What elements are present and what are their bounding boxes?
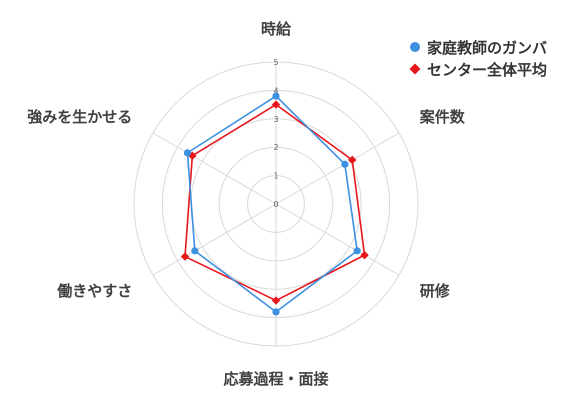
radial-tick-labels: 0 1 2 3 4 5 bbox=[273, 58, 278, 209]
data-point bbox=[348, 155, 357, 165]
data-point bbox=[183, 149, 192, 157]
series-1 bbox=[183, 92, 361, 316]
data-point bbox=[341, 160, 349, 168]
axis-label: 応募過程・面接 bbox=[223, 370, 328, 388]
data-point bbox=[191, 247, 199, 255]
series-2 bbox=[180, 100, 369, 305]
tick-label: 5 bbox=[273, 58, 278, 67]
axis-label: 案件数 bbox=[419, 108, 466, 126]
diamond-marker-icon bbox=[407, 62, 423, 76]
axis-label: 研修 bbox=[420, 282, 451, 300]
axis-label: 強みを生かせる bbox=[27, 108, 132, 126]
radar-grid bbox=[133, 61, 419, 347]
data-point bbox=[188, 151, 197, 160]
tick-label: 0 bbox=[273, 200, 278, 209]
data-point bbox=[180, 252, 190, 261]
legend-item-series-1: 家庭教師のガンバ bbox=[407, 36, 547, 58]
data-point bbox=[353, 247, 361, 255]
data-point bbox=[360, 250, 369, 260]
tick-label: 3 bbox=[273, 115, 278, 124]
data-point bbox=[272, 92, 280, 100]
data-point bbox=[271, 296, 281, 305]
data-point bbox=[272, 308, 280, 316]
axis-spoke bbox=[152, 132, 277, 205]
tick-label: 1 bbox=[273, 172, 278, 181]
axis-spoke bbox=[275, 132, 400, 205]
tick-label: 2 bbox=[273, 143, 278, 152]
tick-label: 4 bbox=[273, 86, 278, 95]
axis-spoke bbox=[275, 203, 400, 276]
axis-label: 働きやすさ bbox=[56, 282, 132, 300]
data-point bbox=[271, 100, 281, 109]
legend-label-series-1: 家庭教師のガンバ bbox=[427, 38, 548, 57]
series-layer bbox=[180, 92, 369, 316]
legend-item-series-2: センター全体平均 bbox=[407, 58, 547, 80]
legend-label-series-2: センター全体平均 bbox=[427, 60, 548, 79]
legend: 家庭教師のガンバ センター全体平均 bbox=[407, 36, 547, 80]
series-line bbox=[186, 95, 358, 313]
axis-label: 時給 bbox=[261, 20, 292, 38]
axis-spoke bbox=[152, 203, 277, 276]
circle-marker-icon bbox=[407, 40, 423, 54]
